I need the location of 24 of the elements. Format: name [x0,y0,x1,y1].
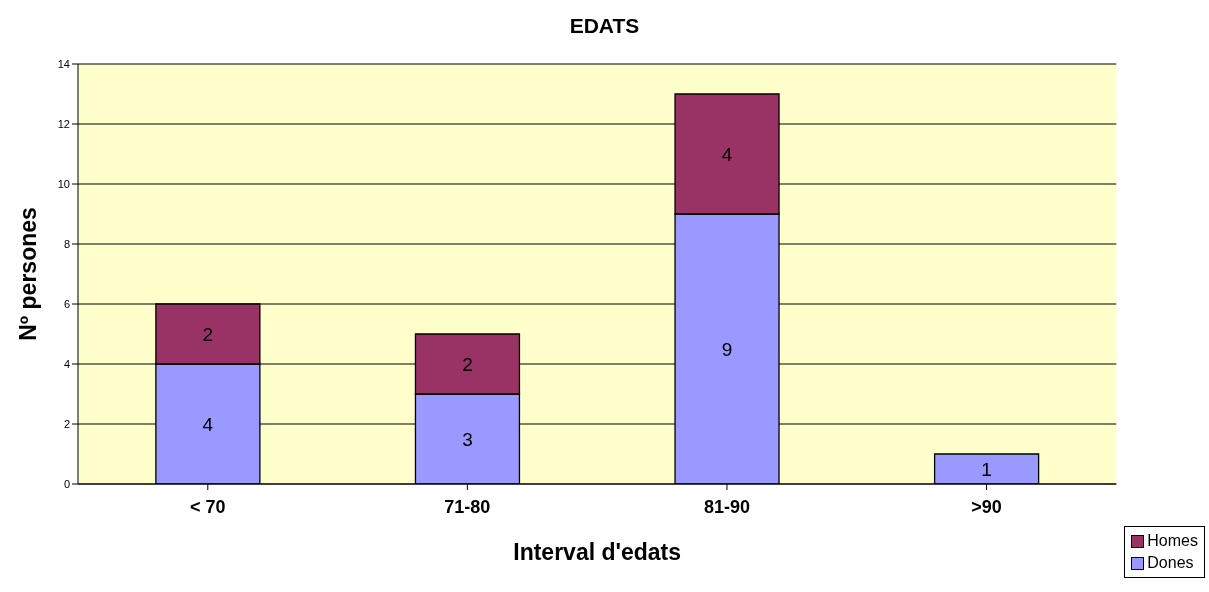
x-axis-title: Interval d'edats [513,539,682,565]
chart-title: EDATS [568,14,641,39]
y-tick-label: 14 [57,57,70,70]
data-label: 4 [721,143,733,165]
data-label: 1 [981,458,992,480]
data-label: 3 [462,428,473,450]
y-tick-label: 4 [63,357,70,370]
data-label: 9 [721,338,733,360]
y-tick-label: 10 [57,177,70,190]
data-label: 4 [202,413,214,435]
y-tick-label: 2 [63,417,70,430]
y-axis-title: Nº persones [15,207,42,341]
legend-label: Dones [1147,553,1194,573]
y-tick-label: 12 [57,117,70,130]
y-tick-label: 8 [63,237,70,250]
x-tick-label: 71-80 [444,496,491,517]
legend-label: Homes [1147,531,1198,551]
y-tick-label: 6 [63,297,70,310]
x-tick-label: < 70 [190,496,226,517]
x-tick-label: 81-90 [703,496,750,517]
y-tick-label: 0 [63,477,70,490]
x-tick-label: >90 [971,496,1002,517]
data-label: 2 [462,353,473,375]
data-label: 2 [202,323,214,345]
